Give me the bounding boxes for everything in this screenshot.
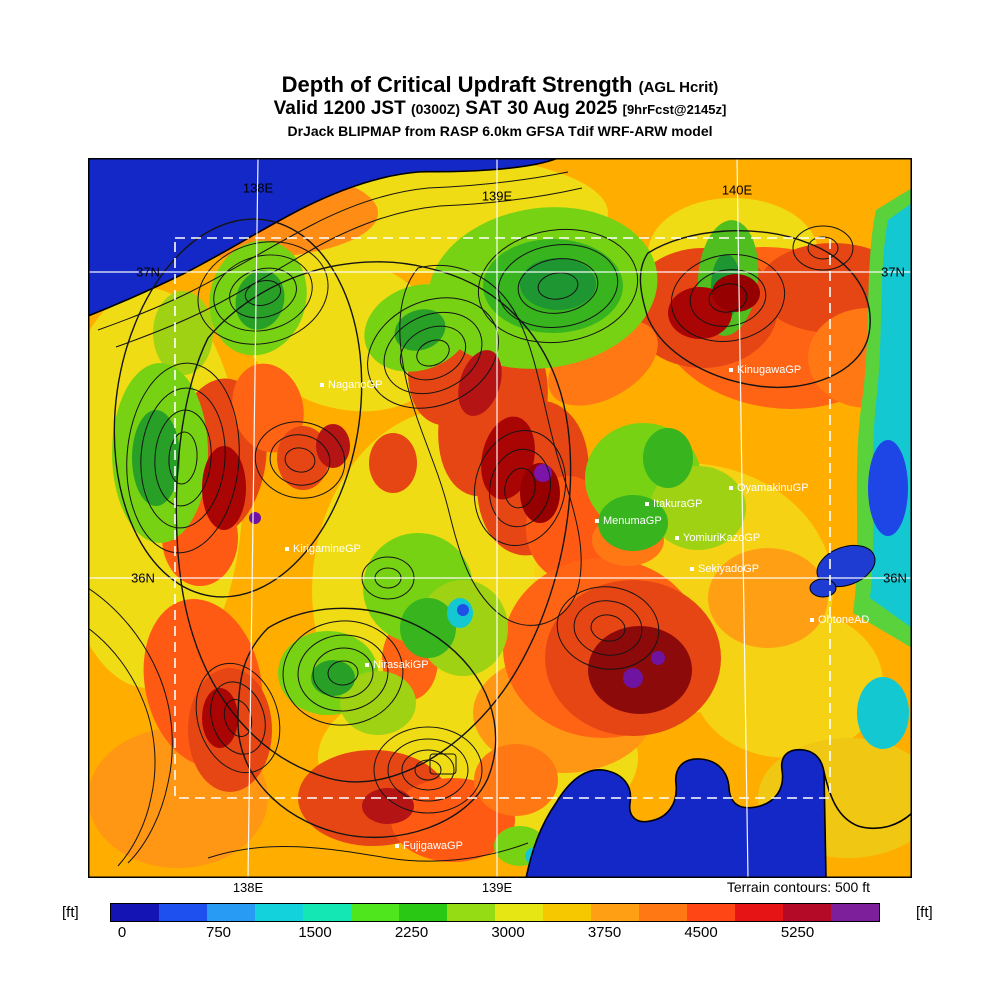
graticule: [88, 158, 912, 878]
valid-forecast: [9hrFcst@2145z]: [622, 102, 727, 118]
colorbar-segment: [351, 904, 399, 921]
forecast-map: 138E 139E 140E 37N 36N 37N 36N NaganoGP K…: [88, 158, 912, 878]
colorbar-segment: [735, 904, 783, 921]
colorbar-unit-left: [ft]: [62, 904, 79, 921]
updraft-depth-regions: [112, 207, 912, 866]
domain-box: [174, 237, 831, 799]
colorbar-tick: 0: [117, 924, 127, 941]
colorbar-tick: 3000: [491, 924, 525, 941]
lon-label-140e-top: 140E: [721, 182, 753, 198]
lon-label-138e-bottom: 138E: [232, 880, 264, 895]
page-title-line: Depth of Critical Updraft Strength (AGL …: [0, 72, 1000, 97]
colorbar-segment: [543, 904, 591, 921]
page-title-suffix: (AGL Hcrit): [638, 79, 719, 96]
colorbar-segment: [399, 904, 447, 921]
page-title: Depth of Critical Updraft Strength: [281, 72, 633, 97]
colorbar-segment: [255, 904, 303, 921]
colorbar-tick: 3750: [587, 924, 622, 941]
colorbar-segment: [639, 904, 687, 921]
colorbar-tick: 1500: [298, 924, 332, 941]
valid-zulu: (0300Z): [410, 101, 460, 118]
colorbar-segment: [495, 904, 543, 921]
colorbar-segment: [207, 904, 255, 921]
colorbar-segment: [783, 904, 831, 921]
colorbar-segment: [591, 904, 639, 921]
colorbar-segment: [447, 904, 495, 921]
water-regions: [88, 158, 912, 878]
forecast-map-graphic: [88, 158, 912, 878]
colorbar-segment: [111, 904, 159, 921]
colorbar-tick: 5250: [780, 924, 815, 941]
valid-prefix: Valid 1200 JST: [273, 98, 406, 120]
lon-label-139e-top: 139E: [481, 188, 513, 204]
header: Depth of Critical Updraft Strength (AGL …: [0, 72, 1000, 139]
terrain-contours: [88, 171, 871, 867]
colorbar-tick: 4500: [684, 924, 718, 941]
colorbar-segment: [159, 904, 207, 921]
lat-label-37n-left: 37N: [136, 264, 160, 280]
lon-label-139e-bottom: 139E: [481, 880, 513, 895]
colorbar-tick: 2250: [394, 924, 429, 941]
colorbar-segment: [303, 904, 351, 921]
colorbar-ticks: 0 750 1500 2250 3000 3750 4500 5250: [110, 924, 880, 942]
lat-label-36n-left: 36N: [131, 570, 155, 586]
lat-label-37n-right: 37N: [881, 264, 905, 280]
colorbar-tick: 750: [205, 924, 232, 941]
colorbar-unit-right: [ft]: [916, 904, 933, 921]
lon-label-138e-top: 138E: [242, 180, 274, 196]
colorbar: [110, 903, 880, 922]
colorbar-segment: [687, 904, 735, 921]
lat-label-36n-right: 36N: [883, 570, 907, 586]
valid-date: SAT 30 Aug 2025: [465, 98, 618, 120]
terrain-contours-note: Terrain contours: 500 ft: [726, 879, 870, 895]
map-border: [88, 158, 912, 878]
colorbar-segment: [831, 904, 879, 921]
model-line: DrJack BLIPMAP from RASP 6.0km GFSA Tdif…: [287, 123, 713, 140]
valid-time-line: Valid 1200 JST (0300Z) SAT 30 Aug 2025 […: [0, 98, 1000, 120]
